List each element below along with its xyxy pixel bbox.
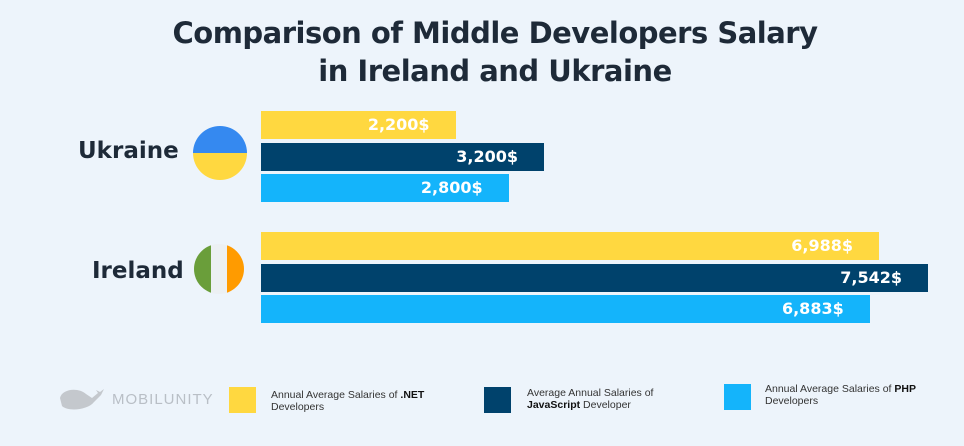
bar-value-label: 3,200$ <box>456 146 518 166</box>
bar-ukraine-0: 2,200$ <box>261 111 456 139</box>
title-line-1: Comparison of Middle Developers Salary <box>172 16 818 50</box>
whale-icon <box>60 389 104 410</box>
legend-swatch-net <box>229 387 256 413</box>
country-label-ukraine: Ukraine <box>78 138 179 164</box>
country-label-ireland: Ireland <box>92 258 184 284</box>
legend-label-javascript: Average Annual Salaries of JavaScript Dev… <box>527 387 654 411</box>
chart-title: Comparison of Middle Developers Salary i… <box>0 14 964 90</box>
legend-swatch-php <box>724 384 751 410</box>
bar-value-label: 6,883$ <box>781 299 844 318</box>
ukraine-flag-icon <box>193 126 247 180</box>
bar-ireland-0: 6,988$ <box>261 232 879 260</box>
logo-text: MOBILUNITY <box>112 390 214 408</box>
mobilunity-logo: MOBILUNITY <box>58 386 214 412</box>
bar-value-label: 6,988$ <box>791 236 853 255</box>
legend-swatch-javascript <box>484 387 511 413</box>
bar-value-label: 7,542$ <box>840 267 902 287</box>
legend-label-net: Annual Average Salaries of .NET Developer… <box>271 389 425 413</box>
bar-ukraine-2: 2,800$ <box>261 174 509 202</box>
title-line-2: in Ireland and Ukraine <box>318 54 672 88</box>
bar-value-label: 2,800$ <box>420 178 483 197</box>
bar-ukraine-1: 3,200$ <box>261 142 544 171</box>
legend-label-php: Annual Average Salaries of PHP Developers <box>765 383 916 407</box>
ireland-flag-icon <box>194 244 244 294</box>
bar-ireland-1: 7,542$ <box>261 263 928 292</box>
bar-value-label: 2,200$ <box>367 115 430 134</box>
bar-ireland-2: 6,883$ <box>261 295 870 323</box>
